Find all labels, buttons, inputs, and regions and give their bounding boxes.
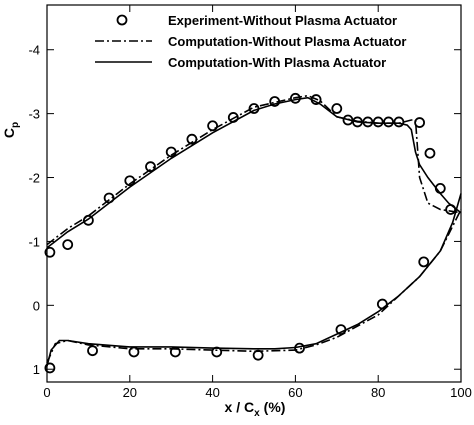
data-point xyxy=(414,117,426,128)
x-tick-label: 0 xyxy=(43,385,50,400)
data-point xyxy=(418,256,430,268)
data-point xyxy=(331,103,343,114)
data-point xyxy=(44,362,56,374)
data-point xyxy=(294,342,305,354)
data-point xyxy=(44,246,56,258)
y-tick-label: 0 xyxy=(33,298,40,313)
data-point xyxy=(372,116,384,128)
y-axis-label: Cp xyxy=(1,122,21,138)
x-label-tail: (%) xyxy=(264,399,286,415)
y-tick-label: -2 xyxy=(28,171,40,186)
data-point xyxy=(393,116,405,128)
y-tick-label: -1 xyxy=(28,234,40,249)
data-point xyxy=(424,147,436,159)
legend-label: Experiment-Without Plasma Actuator xyxy=(168,13,397,28)
data-point xyxy=(207,120,219,132)
data-line xyxy=(46,96,462,367)
y-tick-label: -3 xyxy=(28,107,40,122)
data-point xyxy=(87,345,98,357)
x-tick-label: 100 xyxy=(450,385,472,400)
y-tick-label: 1 xyxy=(33,362,40,377)
y-tick-label: -4 xyxy=(28,43,40,58)
x-tick-label: 20 xyxy=(123,385,137,400)
x-axis-label: x / Cx (%) xyxy=(225,399,286,419)
x-tick-label: 40 xyxy=(205,385,219,400)
data-line xyxy=(46,94,462,364)
legend-label: Computation-With Plasma Actuator xyxy=(168,55,386,70)
y-label-text: C xyxy=(1,128,17,138)
data-point xyxy=(145,161,156,173)
data-point xyxy=(62,239,74,251)
legend-label: Computation-Without Plasma Actuator xyxy=(168,34,406,49)
data-point xyxy=(83,214,94,226)
y-label-sub: p xyxy=(10,122,21,128)
data-point xyxy=(383,116,394,128)
x-tick-label: 60 xyxy=(288,385,302,400)
x-tick-label: 80 xyxy=(371,385,385,400)
x-label-text: x / C xyxy=(225,399,255,415)
x-label-sub: x xyxy=(254,408,260,419)
legend-marker xyxy=(116,14,128,26)
